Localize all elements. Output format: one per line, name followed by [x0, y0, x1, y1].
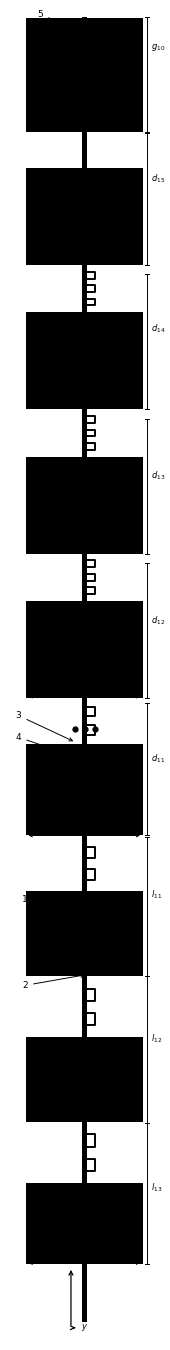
Bar: [26, 891, 143, 976]
Text: 2: 2: [22, 973, 84, 990]
Text: $w_{15}$: $w_{15}$: [74, 1246, 88, 1256]
Text: $d_{15}$: $d_{15}$: [151, 173, 166, 185]
Text: $l_{13}$: $l_{13}$: [151, 1181, 163, 1193]
Text: 1: 1: [22, 895, 71, 919]
Bar: [26, 312, 143, 409]
Text: $d_{13}$: $d_{13}$: [151, 470, 166, 482]
Bar: [26, 1184, 143, 1265]
Text: $d_{12}$: $d_{12}$: [151, 614, 165, 628]
Text: $y$: $y$: [81, 1322, 88, 1334]
Text: 3: 3: [16, 711, 72, 741]
Text: $w_{13}$: $w_{13}$: [74, 818, 88, 828]
Text: $w_{12}$: $w_{12}$: [74, 679, 88, 688]
Bar: [26, 456, 143, 554]
Bar: [26, 601, 143, 698]
Bar: [26, 167, 143, 265]
Text: 4: 4: [16, 733, 77, 757]
Bar: [26, 18, 143, 132]
Text: $d_{14}$: $d_{14}$: [151, 323, 166, 335]
Bar: [82, 18, 87, 1323]
Bar: [26, 744, 143, 836]
Text: $d_{11}$: $d_{11}$: [151, 752, 165, 765]
Text: $w_{14}$: $w_{14}$: [74, 1102, 88, 1111]
Text: $l_{11}$: $l_{11}$: [151, 888, 163, 900]
Bar: [26, 1037, 143, 1122]
Text: $g_{10}$: $g_{10}$: [151, 42, 166, 54]
Text: 5: 5: [38, 9, 86, 34]
Text: $z$: $z$: [68, 1242, 74, 1251]
Text: $l_{12}$: $l_{12}$: [151, 1033, 163, 1045]
